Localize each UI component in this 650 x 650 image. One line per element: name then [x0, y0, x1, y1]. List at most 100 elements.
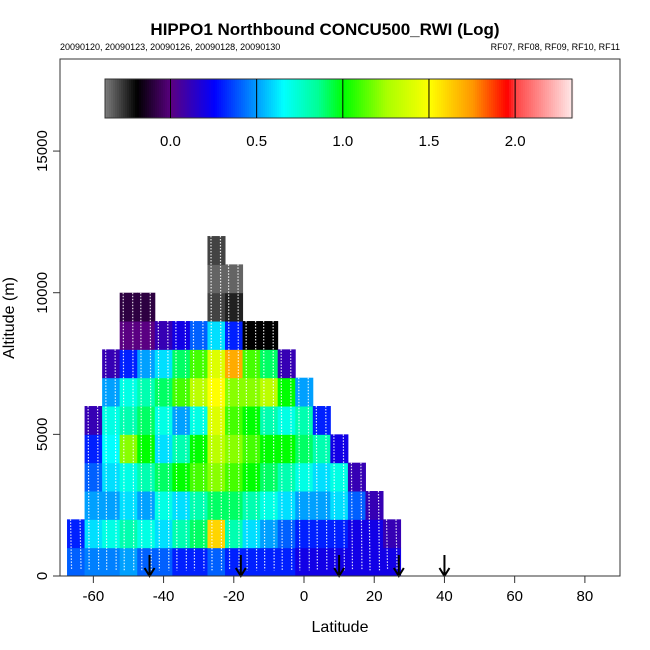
colorbar-segment: [175, 79, 178, 118]
colorbar-segment: [149, 79, 152, 118]
colorbar-segment: [171, 79, 174, 118]
colorbar-segment: [221, 79, 224, 118]
heatmap-cell: [137, 377, 156, 407]
x-tick-label: 60: [506, 588, 523, 605]
colorbar-segment: [563, 79, 566, 118]
heatmap-cell: [225, 462, 244, 492]
colorbar-segment: [317, 79, 320, 118]
x-tick-label: 40: [436, 588, 453, 605]
colorbar-segment: [569, 79, 572, 118]
colorbar-segment: [505, 79, 508, 118]
colorbar-segment: [377, 79, 380, 118]
colorbar-segment: [447, 79, 450, 118]
flight-track: [263, 321, 266, 571]
flight-track: [325, 406, 328, 571]
colorbar-segment: [155, 79, 158, 118]
heatmap-cell: [137, 519, 156, 549]
colorbar-segment: [479, 79, 482, 118]
colorbar-segment: [475, 79, 478, 118]
plot-frame: [59, 58, 621, 577]
colorbar-segment: [309, 79, 312, 118]
heatmap-cell: [84, 519, 103, 549]
heatmap-cell: [172, 349, 191, 379]
heatmap-cell: [172, 491, 191, 520]
heatmap-cell: [383, 547, 402, 577]
heatmap-cell: [137, 349, 156, 379]
colorbar-segment: [445, 79, 448, 118]
colorbar-segment: [287, 79, 290, 118]
colorbar-segment: [207, 79, 210, 118]
colorbar-segment: [173, 79, 176, 118]
heatmap-cell: [172, 462, 191, 492]
colorbar-segment: [345, 79, 348, 118]
colorbar-segment: [513, 79, 516, 118]
colorbar-segment: [337, 79, 340, 118]
colorbar-segment: [361, 79, 364, 118]
heatmap-cell: [137, 406, 156, 435]
colorbar-segment: [227, 79, 230, 118]
colorbar-segment: [541, 79, 544, 118]
heatmap-cell: [225, 434, 244, 464]
colorbar-segment: [157, 79, 160, 118]
colorbar-segment: [487, 79, 490, 118]
heatmap-cell: [154, 377, 173, 407]
colorbar-segment: [349, 79, 352, 118]
colorbar-segment: [387, 79, 390, 118]
colorbar-segment: [121, 79, 124, 118]
heatmap-cell: [225, 519, 244, 549]
colorbar-segment: [319, 79, 322, 118]
heatmap-cell: [189, 547, 208, 577]
colorbar-segment: [469, 79, 472, 118]
flight-track: [385, 519, 389, 571]
heatmap-cell: [207, 292, 226, 322]
flight-track: [254, 321, 258, 571]
colorbar-tick-label: 1.0: [332, 133, 353, 150]
colorbar-segment: [139, 79, 142, 118]
colorbar-segment: [279, 79, 282, 118]
colorbar-segment: [421, 79, 424, 118]
heatmap-cell: [119, 349, 138, 379]
colorbar-segment: [549, 79, 552, 118]
subtitle-dates: 20090120, 20090123, 20090126, 20090128, …: [60, 42, 280, 52]
colorbar-segment: [301, 79, 304, 118]
colorbar-segment: [509, 79, 512, 118]
heatmap-cell: [312, 462, 331, 492]
colorbar-segment: [311, 79, 314, 118]
heatmap-cell: [260, 462, 279, 492]
heatmap-cell: [312, 519, 331, 549]
heatmap-cell: [225, 406, 244, 435]
colorbar-segment: [117, 79, 120, 118]
heatmap-cell: [330, 462, 349, 492]
colorbar-segment: [561, 79, 564, 118]
colorbar-segment: [537, 79, 540, 118]
colorbar-segment: [359, 79, 362, 118]
heatmap-cell: [347, 462, 366, 492]
colorbar-segment: [111, 79, 114, 118]
colorbar-segment: [399, 79, 402, 118]
colorbar-segment: [543, 79, 546, 118]
colorbar-segment: [125, 79, 128, 118]
heatmap-cell: [119, 434, 138, 464]
colorbar-segment: [213, 79, 216, 118]
colorbar-segment: [439, 79, 442, 118]
colorbar-segment: [453, 79, 456, 118]
heatmap-cell: [172, 547, 191, 577]
colorbar-segment: [533, 79, 536, 118]
heatmap-cell: [242, 434, 261, 464]
heatmap-cell: [295, 519, 314, 549]
colorbar-segment: [273, 79, 276, 118]
heatmap-cell: [154, 547, 173, 577]
colorbar-segment: [437, 79, 440, 118]
colorbar-segment: [223, 79, 226, 118]
heatmap-cell: [260, 547, 279, 577]
colorbar-segment: [321, 79, 324, 118]
heatmap-cell: [225, 491, 244, 520]
colorbar-segment: [385, 79, 388, 118]
heatmap-cell: [119, 519, 138, 549]
colorbar-segment: [547, 79, 550, 118]
colorbar-segment: [259, 79, 262, 118]
colorbar-segment: [519, 79, 522, 118]
colorbar-segment: [499, 79, 502, 118]
colorbar-segment: [473, 79, 476, 118]
heatmap-cell: [277, 462, 296, 492]
